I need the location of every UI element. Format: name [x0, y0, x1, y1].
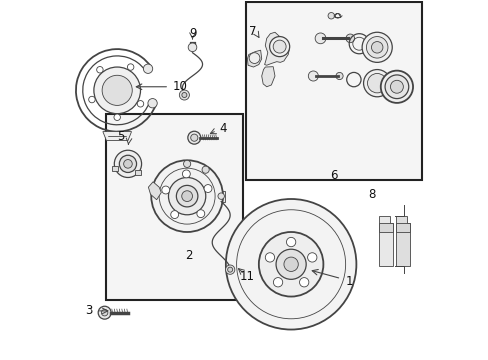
- Circle shape: [346, 34, 354, 42]
- Bar: [111, 166, 118, 171]
- Circle shape: [314, 33, 325, 44]
- Circle shape: [127, 64, 134, 70]
- Text: 5: 5: [117, 130, 124, 144]
- Circle shape: [162, 186, 169, 194]
- Circle shape: [182, 191, 192, 202]
- Circle shape: [102, 75, 132, 105]
- Circle shape: [363, 69, 390, 97]
- Circle shape: [380, 71, 412, 103]
- Circle shape: [299, 278, 308, 287]
- Circle shape: [114, 150, 142, 177]
- Circle shape: [88, 96, 95, 103]
- Circle shape: [179, 90, 189, 100]
- Circle shape: [225, 199, 356, 329]
- Circle shape: [101, 310, 108, 316]
- Polygon shape: [395, 216, 409, 266]
- Circle shape: [143, 64, 152, 73]
- Text: 10: 10: [172, 80, 187, 93]
- Circle shape: [182, 93, 186, 98]
- Circle shape: [182, 170, 190, 178]
- Circle shape: [273, 40, 285, 53]
- Circle shape: [183, 160, 190, 167]
- Circle shape: [225, 265, 234, 274]
- Circle shape: [308, 71, 318, 81]
- Circle shape: [362, 32, 391, 62]
- Circle shape: [335, 72, 343, 80]
- Circle shape: [366, 37, 387, 58]
- Circle shape: [218, 193, 224, 199]
- Circle shape: [371, 41, 382, 53]
- Circle shape: [203, 185, 211, 193]
- Circle shape: [94, 67, 140, 114]
- Bar: [246, 3, 421, 180]
- Polygon shape: [261, 67, 274, 87]
- Circle shape: [176, 185, 198, 207]
- Circle shape: [202, 166, 209, 173]
- Circle shape: [123, 159, 132, 168]
- Circle shape: [276, 249, 305, 279]
- Text: 7: 7: [248, 25, 256, 38]
- Circle shape: [307, 253, 316, 262]
- Polygon shape: [264, 32, 289, 65]
- Circle shape: [97, 67, 103, 73]
- Circle shape: [188, 43, 196, 51]
- Bar: [135, 171, 141, 175]
- Circle shape: [269, 37, 289, 57]
- Circle shape: [114, 114, 120, 121]
- Circle shape: [258, 232, 323, 297]
- Circle shape: [227, 267, 232, 272]
- Circle shape: [249, 53, 260, 63]
- Circle shape: [265, 253, 274, 262]
- Circle shape: [286, 237, 295, 247]
- Circle shape: [119, 155, 136, 172]
- Circle shape: [98, 306, 111, 319]
- Polygon shape: [378, 216, 392, 266]
- Text: 6: 6: [330, 169, 337, 182]
- Circle shape: [190, 134, 198, 141]
- Circle shape: [384, 75, 408, 99]
- Polygon shape: [148, 182, 161, 200]
- Text: 3: 3: [85, 305, 93, 318]
- Text: 1: 1: [345, 275, 352, 288]
- Text: 2: 2: [185, 249, 192, 262]
- Text: 4: 4: [219, 122, 226, 135]
- Circle shape: [187, 131, 201, 144]
- Circle shape: [327, 13, 334, 19]
- Polygon shape: [247, 50, 261, 67]
- Bar: [106, 114, 242, 300]
- Circle shape: [273, 278, 282, 287]
- Circle shape: [147, 99, 157, 108]
- Circle shape: [284, 257, 298, 271]
- Bar: [217, 191, 224, 202]
- Circle shape: [170, 211, 178, 219]
- Text: 8: 8: [367, 188, 375, 201]
- Text: 9: 9: [188, 27, 196, 40]
- Circle shape: [151, 160, 223, 232]
- Bar: [378, 223, 392, 232]
- Circle shape: [367, 73, 386, 93]
- Text: 11: 11: [240, 270, 254, 283]
- Circle shape: [389, 80, 403, 93]
- Polygon shape: [102, 132, 131, 140]
- Circle shape: [197, 210, 204, 217]
- Circle shape: [168, 177, 205, 215]
- Bar: [395, 223, 409, 232]
- Circle shape: [137, 100, 143, 107]
